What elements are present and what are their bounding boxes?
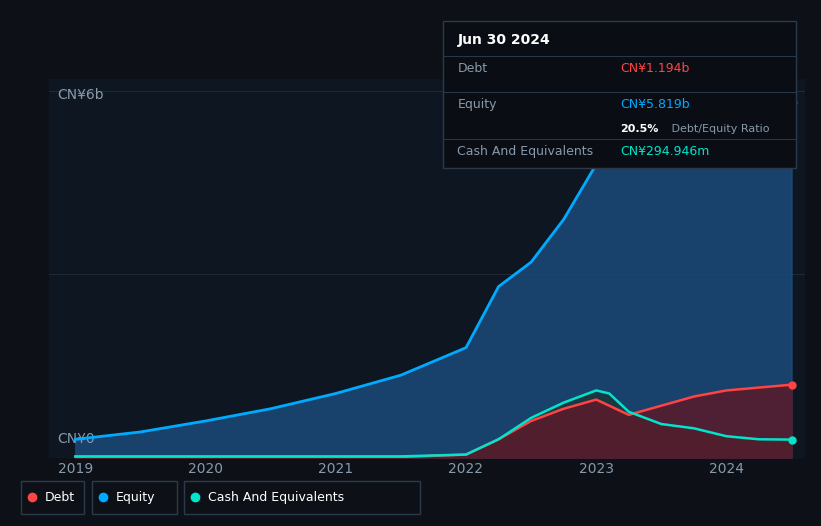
Text: Debt: Debt [45, 491, 75, 503]
Text: Debt: Debt [457, 62, 488, 75]
Text: 20.5%: 20.5% [620, 124, 658, 134]
Text: CN¥294.946m: CN¥294.946m [620, 145, 709, 158]
Text: CN¥0: CN¥0 [57, 432, 94, 446]
Text: CN¥6b: CN¥6b [57, 88, 103, 103]
Text: Cash And Equivalents: Cash And Equivalents [457, 145, 594, 158]
Text: Debt/Equity Ratio: Debt/Equity Ratio [667, 124, 769, 134]
Text: Cash And Equivalents: Cash And Equivalents [208, 491, 344, 503]
Text: Jun 30 2024: Jun 30 2024 [457, 33, 550, 47]
Text: Equity: Equity [116, 491, 155, 503]
FancyBboxPatch shape [184, 481, 420, 513]
Text: CN¥5.819b: CN¥5.819b [620, 98, 690, 110]
FancyBboxPatch shape [443, 21, 796, 168]
Text: CN¥1.194b: CN¥1.194b [620, 62, 690, 75]
FancyBboxPatch shape [21, 481, 85, 513]
Text: Equity: Equity [457, 98, 497, 110]
FancyBboxPatch shape [92, 481, 177, 513]
